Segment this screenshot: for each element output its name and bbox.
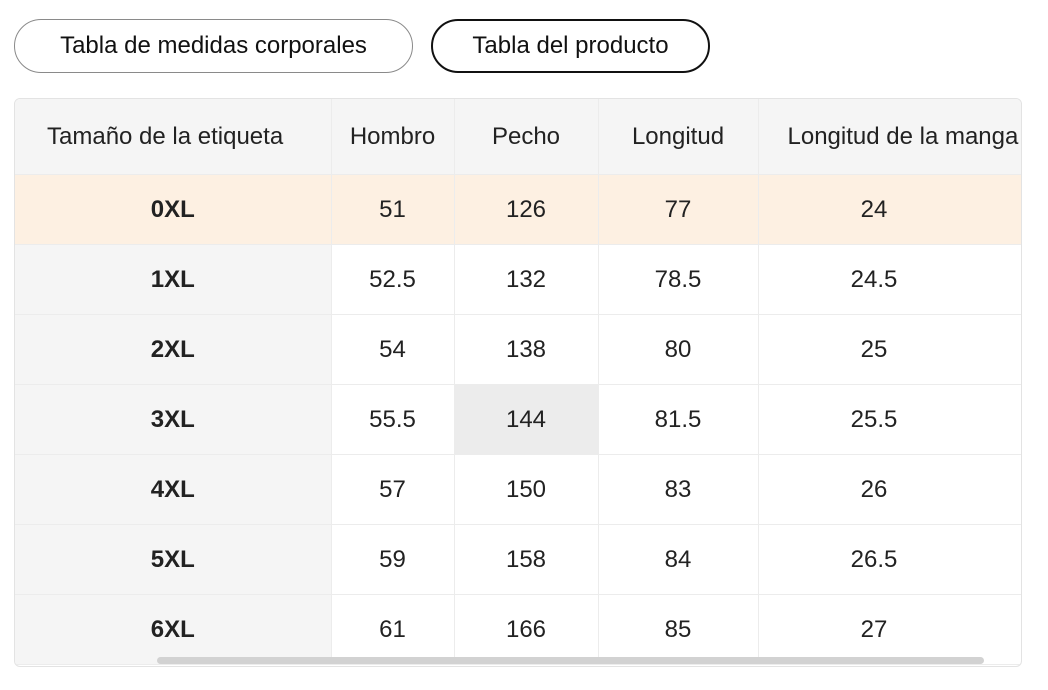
header-sleeve-length: Longitud de la manga [758,99,1021,175]
header-size-label: Tamaño de la etiqueta [15,99,332,175]
chest-cell: 158 [454,524,599,595]
size-cell: 4XL [15,454,332,525]
size-cell: 1XL [15,244,332,315]
tab-product-measurements[interactable]: Tabla del producto [431,19,710,73]
table-row[interactable]: 6XL 61 166 85 27 [15,594,1021,665]
length-cell: 78.5 [598,244,759,315]
size-cell: 3XL [15,384,332,455]
size-cell: 5XL [15,524,332,595]
chest-cell: 166 [454,594,599,665]
size-cell: 2XL [15,314,332,385]
shoulder-cell: 55.5 [331,384,455,455]
horizontal-scrollbar[interactable] [15,654,1021,666]
length-cell: 83 [598,454,759,525]
sleeve-cell: 24 [758,174,1021,245]
table-row[interactable]: 1XL 52.5 132 78.5 24.5 [15,244,1021,315]
length-cell: 77 [598,174,759,245]
header-length: Longitud [598,99,759,175]
sleeve-cell: 26 [758,454,1021,525]
header-chest: Pecho [454,99,599,175]
shoulder-cell: 51 [331,174,455,245]
table-row[interactable]: 5XL 59 158 84 26.5 [15,524,1021,595]
length-cell: 85 [598,594,759,665]
length-cell: 84 [598,524,759,595]
shoulder-cell: 61 [331,594,455,665]
chest-cell: 150 [454,454,599,525]
chest-cell: 132 [454,244,599,315]
size-cell: 6XL [15,594,332,665]
sleeve-cell: 24.5 [758,244,1021,315]
shoulder-cell: 59 [331,524,455,595]
tab-product-measurements-label: Tabla del producto [472,32,669,59]
shoulder-cell: 52.5 [331,244,455,315]
table-row[interactable]: 4XL 57 150 83 26 [15,454,1021,525]
sleeve-cell: 27 [758,594,1021,665]
table-row[interactable]: 3XL 55.5 144 81.5 25.5 [15,384,1021,455]
table-row[interactable]: 2XL 54 138 80 25 [15,314,1021,385]
size-table-container[interactable]: Tamaño de la etiqueta Hombro Pecho Longi… [14,98,1022,667]
tab-body-measurements[interactable]: Tabla de medidas corporales [14,19,413,73]
shoulder-cell: 54 [331,314,455,385]
sleeve-cell: 26.5 [758,524,1021,595]
shoulder-cell: 57 [331,454,455,525]
sleeve-cell: 25 [758,314,1021,385]
table-row[interactable]: 0XL 51 126 77 24 [15,174,1021,245]
length-cell: 81.5 [598,384,759,455]
scrollbar-thumb[interactable] [157,657,984,664]
chest-cell-hovered: 144 [454,384,599,455]
table-header-row: Tamaño de la etiqueta Hombro Pecho Longi… [15,99,1021,175]
size-cell: 0XL [15,174,332,245]
length-cell: 80 [598,314,759,385]
chest-cell: 138 [454,314,599,385]
sleeve-cell: 25.5 [758,384,1021,455]
header-shoulder: Hombro [331,99,455,175]
size-table: Tamaño de la etiqueta Hombro Pecho Longi… [15,99,1021,665]
tab-body-measurements-label: Tabla de medidas corporales [60,32,367,59]
chest-cell: 126 [454,174,599,245]
